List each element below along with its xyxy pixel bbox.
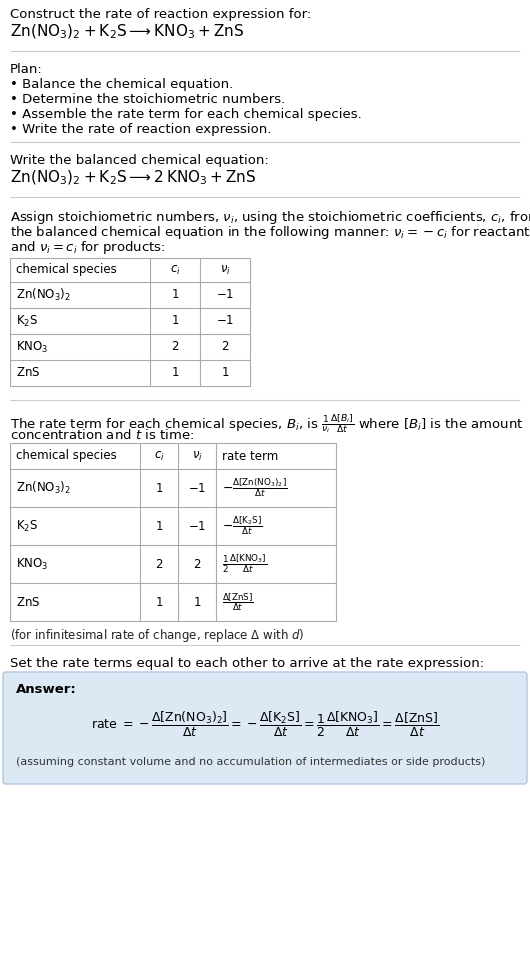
Text: Write the balanced chemical equation:: Write the balanced chemical equation:: [10, 154, 269, 167]
FancyBboxPatch shape: [3, 672, 527, 784]
Text: $\mathrm{K_2S}$: $\mathrm{K_2S}$: [16, 313, 38, 329]
Text: rate $= -\dfrac{\Delta[\mathrm{Zn(NO_3)_2}]}{\Delta t} = -\dfrac{\Delta[\mathrm{: rate $= -\dfrac{\Delta[\mathrm{Zn(NO_3)_…: [91, 710, 439, 739]
Text: $c_i$: $c_i$: [154, 450, 164, 463]
Text: $\frac{1}{2}\frac{\Delta[\mathrm{KNO_3}]}{\Delta t}$: $\frac{1}{2}\frac{\Delta[\mathrm{KNO_3}]…: [222, 552, 267, 575]
Text: • Determine the stoichiometric numbers.: • Determine the stoichiometric numbers.: [10, 93, 285, 106]
Text: • Balance the chemical equation.: • Balance the chemical equation.: [10, 78, 233, 91]
Text: $\mathrm{Zn(NO_3)_2}$: $\mathrm{Zn(NO_3)_2}$: [16, 480, 71, 496]
Text: $-1$: $-1$: [216, 289, 234, 302]
Text: The rate term for each chemical species, $B_i$, is $\frac{1}{\nu_i}\frac{\Delta[: The rate term for each chemical species,…: [10, 412, 524, 435]
Text: $-\frac{\Delta[\mathrm{Zn(NO_3)_2}]}{\Delta t}$: $-\frac{\Delta[\mathrm{Zn(NO_3)_2}]}{\De…: [222, 476, 288, 500]
Text: $\mathrm{Zn(NO_3)_2 + K_2S \longrightarrow 2\,KNO_3 + ZnS}$: $\mathrm{Zn(NO_3)_2 + K_2S \longrightarr…: [10, 169, 257, 187]
Text: Set the rate terms equal to each other to arrive at the rate expression:: Set the rate terms equal to each other t…: [10, 657, 484, 670]
Text: $1$: $1$: [193, 595, 201, 608]
Text: 2: 2: [155, 557, 163, 571]
Text: Answer:: Answer:: [16, 683, 77, 696]
Text: $2$: $2$: [221, 341, 229, 353]
Text: chemical species: chemical species: [16, 264, 117, 276]
Text: (assuming constant volume and no accumulation of intermediates or side products): (assuming constant volume and no accumul…: [16, 757, 485, 767]
Bar: [10, 258, 250, 386]
Text: $\mathrm{Zn(NO_3)_2}$: $\mathrm{Zn(NO_3)_2}$: [16, 287, 71, 304]
Text: and $\nu_i = c_i$ for products:: and $\nu_i = c_i$ for products:: [10, 239, 165, 256]
Text: • Write the rate of reaction expression.: • Write the rate of reaction expression.: [10, 123, 271, 136]
Text: 1: 1: [155, 595, 163, 608]
Text: $-\frac{\Delta[\mathrm{K_2S}]}{\Delta t}$: $-\frac{\Delta[\mathrm{K_2S}]}{\Delta t}…: [222, 514, 263, 538]
Text: 1: 1: [171, 289, 179, 302]
Text: Plan:: Plan:: [10, 63, 43, 76]
Text: $-1$: $-1$: [216, 314, 234, 328]
Text: rate term: rate term: [222, 450, 278, 463]
Text: concentration and $t$ is time:: concentration and $t$ is time:: [10, 428, 194, 442]
Text: $\mathrm{KNO_3}$: $\mathrm{KNO_3}$: [16, 556, 48, 572]
Text: $-1$: $-1$: [188, 481, 206, 495]
Text: the balanced chemical equation in the following manner: $\nu_i = -c_i$ for react: the balanced chemical equation in the fo…: [10, 224, 530, 241]
Text: 1: 1: [155, 481, 163, 495]
Text: $\mathrm{ZnS}$: $\mathrm{ZnS}$: [16, 595, 40, 608]
Text: $\mathrm{ZnS}$: $\mathrm{ZnS}$: [16, 367, 40, 380]
Text: 1: 1: [155, 519, 163, 533]
Text: $2$: $2$: [193, 557, 201, 571]
Text: 1: 1: [171, 367, 179, 380]
Text: $\mathrm{K_2S}$: $\mathrm{K_2S}$: [16, 518, 38, 534]
Text: chemical species: chemical species: [16, 450, 117, 463]
Text: 2: 2: [171, 341, 179, 353]
Text: $-1$: $-1$: [188, 519, 206, 533]
Text: $\mathrm{Zn(NO_3)_2 + K_2S \longrightarrow KNO_3 + ZnS}$: $\mathrm{Zn(NO_3)_2 + K_2S \longrightarr…: [10, 23, 244, 41]
Text: $\frac{\Delta[\mathrm{ZnS}]}{\Delta t}$: $\frac{\Delta[\mathrm{ZnS}]}{\Delta t}$: [222, 591, 254, 613]
Text: Construct the rate of reaction expression for:: Construct the rate of reaction expressio…: [10, 8, 311, 21]
Text: • Assemble the rate term for each chemical species.: • Assemble the rate term for each chemic…: [10, 108, 362, 121]
Text: $\mathrm{KNO_3}$: $\mathrm{KNO_3}$: [16, 340, 48, 354]
Text: Assign stoichiometric numbers, $\nu_i$, using the stoichiometric coefficients, $: Assign stoichiometric numbers, $\nu_i$, …: [10, 209, 530, 226]
Text: $c_i$: $c_i$: [170, 264, 180, 276]
Text: $1$: $1$: [221, 367, 229, 380]
Text: $\nu_i$: $\nu_i$: [219, 264, 231, 276]
Text: $\nu_i$: $\nu_i$: [191, 450, 202, 463]
Text: (for infinitesimal rate of change, replace $\Delta$ with $d$): (for infinitesimal rate of change, repla…: [10, 627, 304, 644]
Bar: [10, 443, 336, 621]
Text: 1: 1: [171, 314, 179, 328]
